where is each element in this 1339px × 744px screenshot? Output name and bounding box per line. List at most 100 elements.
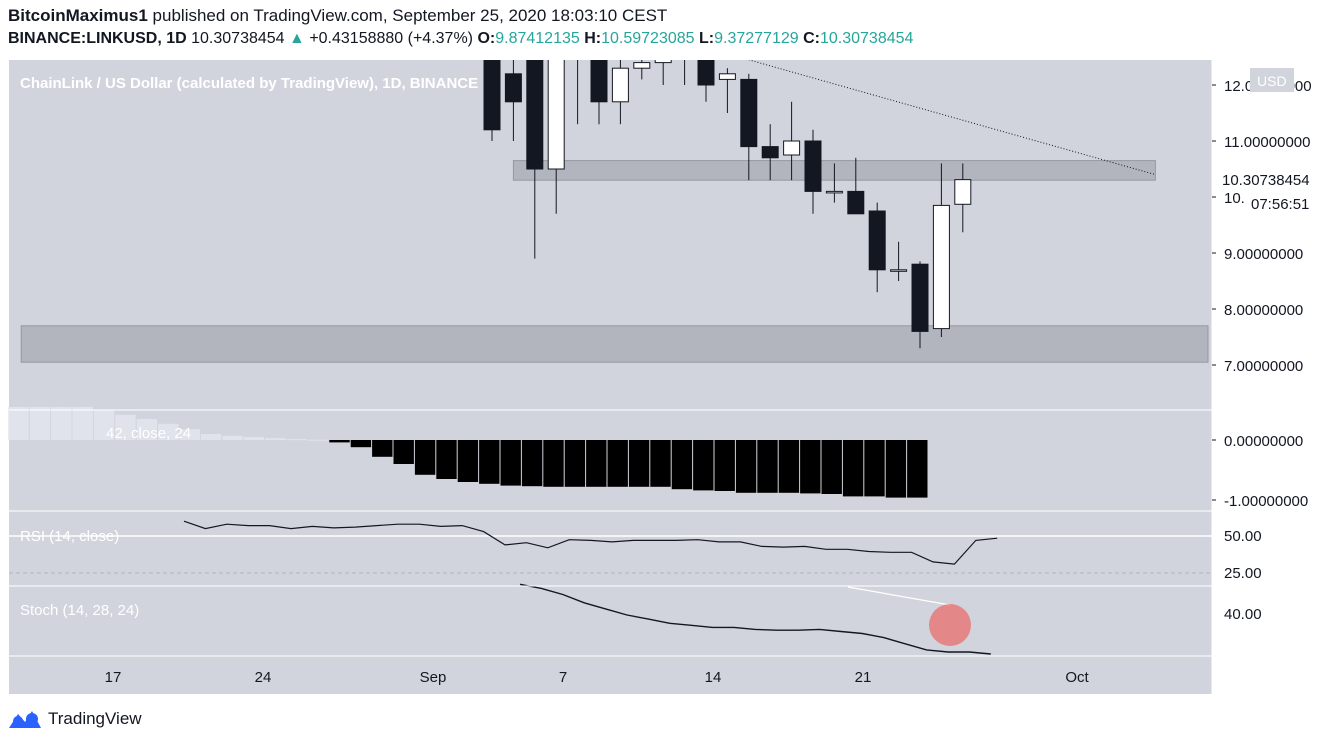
candle-2020-09-12[interactable] (677, 57, 693, 85)
tradingview-footer[interactable]: TradingView (8, 708, 142, 730)
histogram-bar[interactable] (136, 419, 158, 440)
last-price-badge: 10.30738454 (1212, 167, 1328, 191)
histogram-bar[interactable] (414, 440, 436, 475)
candle-2020-09-17[interactable] (783, 101, 801, 181)
candle-body (547, 60, 565, 170)
candle-2020-09-07[interactable] (570, 57, 586, 125)
candle-2020-09-19[interactable] (825, 163, 843, 203)
candle-2020-09-16[interactable] (761, 124, 779, 181)
candle-2020-09-25[interactable] (954, 163, 972, 233)
price-tick-label: 11.00000000 (1224, 134, 1310, 151)
histogram-bar[interactable] (885, 440, 907, 498)
histogram-bar[interactable] (543, 440, 564, 487)
histogram-bar[interactable] (222, 435, 243, 440)
histogram-bar[interactable] (714, 440, 735, 491)
histogram-bar[interactable] (115, 414, 136, 440)
candle-2020-09-11[interactable] (654, 57, 672, 85)
histogram-bar[interactable] (671, 440, 693, 490)
candle-2020-09-03[interactable] (483, 57, 501, 141)
candle-2020-09-22[interactable] (890, 241, 908, 281)
countdown-bg (1244, 191, 1328, 215)
candle-body (654, 60, 672, 64)
histogram-bar[interactable] (479, 440, 500, 484)
histogram-bar[interactable] (329, 440, 350, 443)
support-resistance-zone-2[interactable] (20, 325, 1209, 363)
price-plot-area[interactable] (20, 57, 1209, 363)
histogram-bar[interactable] (158, 423, 179, 440)
histogram-bar[interactable] (842, 440, 864, 497)
histogram-bar[interactable] (179, 429, 200, 440)
candle-body (911, 263, 929, 332)
histogram-bar[interactable] (586, 440, 607, 487)
last-price: 10.30738454 (191, 30, 285, 47)
histogram-bar[interactable] (8, 407, 29, 440)
time-tick-label: 14 (705, 669, 722, 686)
symbol-label: BINANCE:LINKUSD, 1D (8, 30, 187, 47)
histogram-bar[interactable] (521, 440, 543, 487)
histogram-bar[interactable] (265, 438, 286, 440)
histogram-bar[interactable] (93, 410, 115, 440)
candle-2020-09-09[interactable] (611, 57, 629, 125)
time-tick-label: Sep (420, 669, 447, 686)
histogram-bar[interactable] (393, 440, 414, 464)
histogram-bar[interactable] (821, 440, 842, 494)
candle-body (890, 269, 908, 272)
histogram-bar[interactable] (436, 440, 457, 479)
publish-info: BitcoinMaximus1 published on TradingView… (8, 6, 667, 26)
histogram-bar[interactable] (628, 440, 650, 487)
histogram-bar[interactable] (72, 407, 93, 440)
histogram-bar[interactable] (735, 440, 757, 493)
candle-body (504, 73, 522, 103)
candle-2020-09-13[interactable] (697, 57, 715, 102)
hist-tick-label: -1.00000000 (1224, 493, 1308, 510)
histogram-bar[interactable] (564, 440, 586, 487)
close-value: 10.30738454 (819, 30, 914, 47)
candle-2020-09-14[interactable] (718, 68, 736, 113)
stoch-line[interactable] (519, 583, 991, 655)
histogram-bar[interactable] (457, 440, 479, 482)
histogram-bar[interactable] (757, 440, 778, 493)
histogram-bar[interactable] (778, 440, 800, 493)
rsi-line[interactable] (183, 520, 998, 565)
histogram-bar[interactable] (243, 437, 265, 440)
histogram-bar[interactable] (500, 440, 521, 486)
stoch-pane[interactable]: Stoch (14, 28, 24) (20, 583, 991, 655)
price-pane[interactable]: ChainLink / US Dollar (calculated by Tra… (20, 57, 1209, 363)
histogram-bar[interactable] (864, 440, 885, 497)
histogram-bar[interactable] (307, 439, 329, 441)
candle-2020-09-10[interactable] (633, 57, 651, 80)
candle-2020-09-23[interactable] (911, 261, 929, 349)
histogram-bar[interactable] (693, 440, 714, 491)
histogram-bar[interactable] (607, 440, 628, 487)
candle-2020-09-18[interactable] (804, 129, 822, 214)
histogram-bar[interactable] (350, 440, 372, 448)
candle-2020-09-21[interactable] (868, 202, 886, 293)
divergence-line[interactable] (847, 586, 951, 606)
currency-badge[interactable]: USD (1250, 68, 1294, 92)
histogram-bar[interactable] (29, 407, 51, 440)
candle-2020-09-24[interactable] (932, 163, 950, 337)
histogram-bar[interactable] (800, 440, 821, 494)
histogram-bar[interactable] (51, 407, 72, 440)
stoch-tick-label: 40.00 (1224, 606, 1262, 623)
histogram-bar[interactable] (372, 440, 393, 457)
histogram-bar[interactable] (650, 440, 671, 487)
candle-2020-09-06[interactable] (547, 57, 565, 214)
price-tick-label: 7.00000000 (1224, 358, 1303, 375)
histogram-bar[interactable] (286, 439, 307, 441)
candle-2020-09-05[interactable] (526, 57, 544, 259)
candle-2020-09-15[interactable] (740, 73, 758, 181)
candle-2020-09-20[interactable] (847, 157, 865, 215)
candle-2020-09-04[interactable] (504, 57, 522, 141)
rsi-pane[interactable]: RSI (14, close) (9, 520, 1212, 574)
candle-body (761, 146, 779, 159)
candle-body (804, 140, 822, 192)
highlight-circle[interactable] (929, 604, 971, 646)
histogram-bar[interactable] (907, 440, 928, 498)
histogram-pane[interactable]: 42, close, 24 (8, 407, 928, 498)
author-name[interactable]: BitcoinMaximus1 (8, 6, 148, 25)
countdown-badge: 07:56:51 (1244, 191, 1328, 215)
histogram-bar[interactable] (200, 434, 222, 440)
candle-2020-09-08[interactable] (590, 57, 608, 125)
